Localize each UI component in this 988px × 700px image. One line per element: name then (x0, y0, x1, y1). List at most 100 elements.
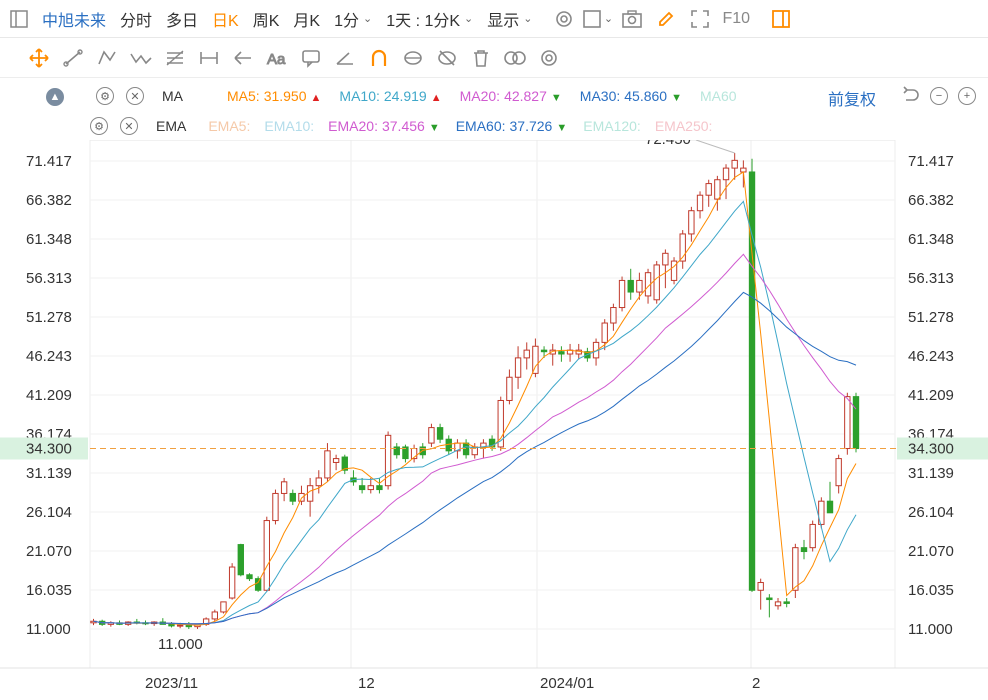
candlestick-chart[interactable]: 71.417 71.417 66.382 66.382 61.348 61.348 56.3… (0, 140, 988, 700)
period-tab-intraday[interactable]: 分时 (120, 12, 153, 30)
current-price-tag-right: 34.300 (908, 441, 954, 458)
ma_row-item-label: MA10: (339, 88, 380, 104)
display-select[interactable]: 显示 ⌄ (487, 7, 532, 31)
candle-body (246, 574, 253, 580)
ma_row-item[interactable]: MA20: 42.827 ▼ (460, 88, 568, 104)
ma-close-icon[interactable]: ✕ (126, 87, 150, 106)
collapse-up-icon[interactable]: ▲ (46, 87, 70, 106)
y-tick-label-left: 41.209 (26, 387, 72, 404)
f10-button[interactable]: F10 (722, 9, 751, 27)
ma5-line (93, 171, 857, 626)
ma20-line (93, 253, 857, 625)
camera-icon[interactable] (615, 4, 649, 34)
ma_row-item-label: MA30: (579, 88, 621, 104)
ema_row-item[interactable]: EMA10: (264, 118, 318, 134)
candle-body (514, 357, 522, 378)
candle-body (549, 349, 556, 355)
period-tab-multiday[interactable]: 多日 (166, 12, 199, 30)
period-tab-daily-k[interactable]: 日K (212, 12, 239, 30)
ema_row-item[interactable]: EMA120: (583, 118, 645, 134)
layout-square-icon[interactable]: ⌄ (581, 4, 615, 34)
candle-body (324, 450, 331, 479)
candle-body (497, 399, 504, 448)
panel-toggle-icon[interactable] (764, 4, 798, 34)
candle-body (792, 547, 799, 591)
candle-body (740, 167, 747, 173)
crosshair-move-icon[interactable] (22, 43, 56, 73)
ma_row-item[interactable]: MA5: 31.950 ▲ (227, 88, 327, 104)
display-label: 显示 (487, 12, 520, 30)
ema_row-item[interactable]: EMA60: 37.726 ▼ (456, 118, 574, 134)
ema-close-icon[interactable]: ✕ (120, 117, 144, 136)
chevron-down-icon: ⌄ (363, 13, 373, 25)
ma10-line (93, 200, 857, 625)
text-tool-icon[interactable]: Aa (260, 43, 294, 73)
candle-body (280, 481, 288, 494)
min-price-label: 11.000 (158, 636, 203, 653)
ma-values: MA5: 31.950 ▲ MA10: 24.919 ▲ MA20: 42.827 ▼ MA30:… (227, 88, 753, 104)
ema_row-item-value: 37.726 (509, 118, 553, 134)
ema-values: EMA5: EMA10: EMA20: 37.456 ▼ EMA60: 37.726 ▼ EMA… (208, 118, 726, 134)
arrow-tool-icon[interactable] (226, 43, 260, 73)
candle-body (211, 611, 218, 620)
ma_row-item[interactable]: MA60 (700, 88, 741, 104)
candle-body (341, 456, 348, 471)
trash-icon[interactable] (464, 43, 498, 73)
candle-body (367, 485, 374, 491)
candle-body (636, 279, 643, 293)
y-tick-label-left: 51.278 (26, 309, 72, 326)
candle-body (670, 260, 678, 281)
polyline-tool-icon[interactable] (90, 43, 124, 73)
candle-body (731, 159, 738, 169)
candle-body (809, 523, 816, 549)
hide-drawing-icon[interactable] (430, 43, 464, 73)
candle-body (688, 210, 695, 235)
sidebar-toggle-icon[interactable] (10, 9, 28, 28)
pencil-draw-icon[interactable] (649, 4, 683, 34)
y-tick-label-left: 61.348 (26, 231, 72, 248)
undo-icon[interactable] (902, 86, 920, 109)
period-tab-monthly-k[interactable]: 月K (293, 12, 321, 30)
price-adjust-select[interactable]: 前复权 (828, 92, 877, 109)
y-tick-label-left: 21.070 (26, 543, 72, 560)
fib-tool-icon[interactable] (158, 43, 192, 73)
ema_row-item-label: EMA10: (264, 118, 315, 134)
candle-body (289, 492, 296, 502)
minute-period-select[interactable]: 1分 ⌄ (334, 7, 372, 31)
ma_row-item-value: 24.919 (383, 88, 427, 104)
angle-tool-icon[interactable] (328, 43, 362, 73)
wave-tool-icon[interactable] (124, 43, 158, 73)
mode-select[interactable]: 1天 : 1分K ⌄ (386, 7, 473, 31)
ema_row-item[interactable]: EMA5: (208, 118, 254, 134)
zoom-in-icon[interactable]: + (958, 86, 976, 105)
lock-drawing-icon[interactable] (396, 43, 430, 73)
ma-name: MA (162, 88, 183, 104)
fullscreen-icon[interactable] (683, 4, 717, 34)
ma_row-item[interactable]: MA30: 45.860 ▼ (580, 88, 688, 104)
trend-arrow-icon: ▲ (310, 92, 322, 104)
candle-body (818, 500, 825, 525)
ma_row-item-label: MA20: (459, 88, 501, 104)
candle-body (800, 547, 808, 553)
period-tab-weekly-k[interactable]: 周K (252, 12, 280, 30)
line-tool-icon[interactable] (56, 43, 90, 73)
ma-settings-icon[interactable]: ⚙ (96, 87, 120, 106)
ma_row-item-value: 45.860 (624, 88, 668, 104)
drawing-settings-icon[interactable] (532, 43, 566, 73)
candle-body (540, 349, 548, 353)
magnet-icon[interactable] (362, 43, 396, 73)
comment-tool-icon[interactable] (294, 43, 328, 73)
measure-tool-icon[interactable] (192, 43, 226, 73)
candle-body (168, 623, 175, 627)
stock-name[interactable]: 中旭未来 (42, 12, 107, 30)
ema_row-item[interactable]: EMA20: 37.456 ▼ (328, 118, 446, 134)
ma_row-item[interactable]: MA10: 24.919 ▲ (339, 88, 447, 104)
candle-body (826, 500, 834, 514)
ema-settings-icon[interactable]: ⚙ (90, 117, 114, 136)
y-tick-label-right: 71.417 (908, 153, 954, 170)
settings-gear-icon[interactable] (547, 4, 581, 34)
zoom-out-icon[interactable]: − (930, 86, 948, 105)
overlay-compare-icon[interactable] (498, 43, 532, 73)
ema-indicator-row: ⚙ ✕ EMA EMA5: EMA10: EMA20: 37.456 ▼ EMA60: 37… (0, 113, 732, 139)
ema_row-item[interactable]: EMA250: (655, 118, 717, 134)
